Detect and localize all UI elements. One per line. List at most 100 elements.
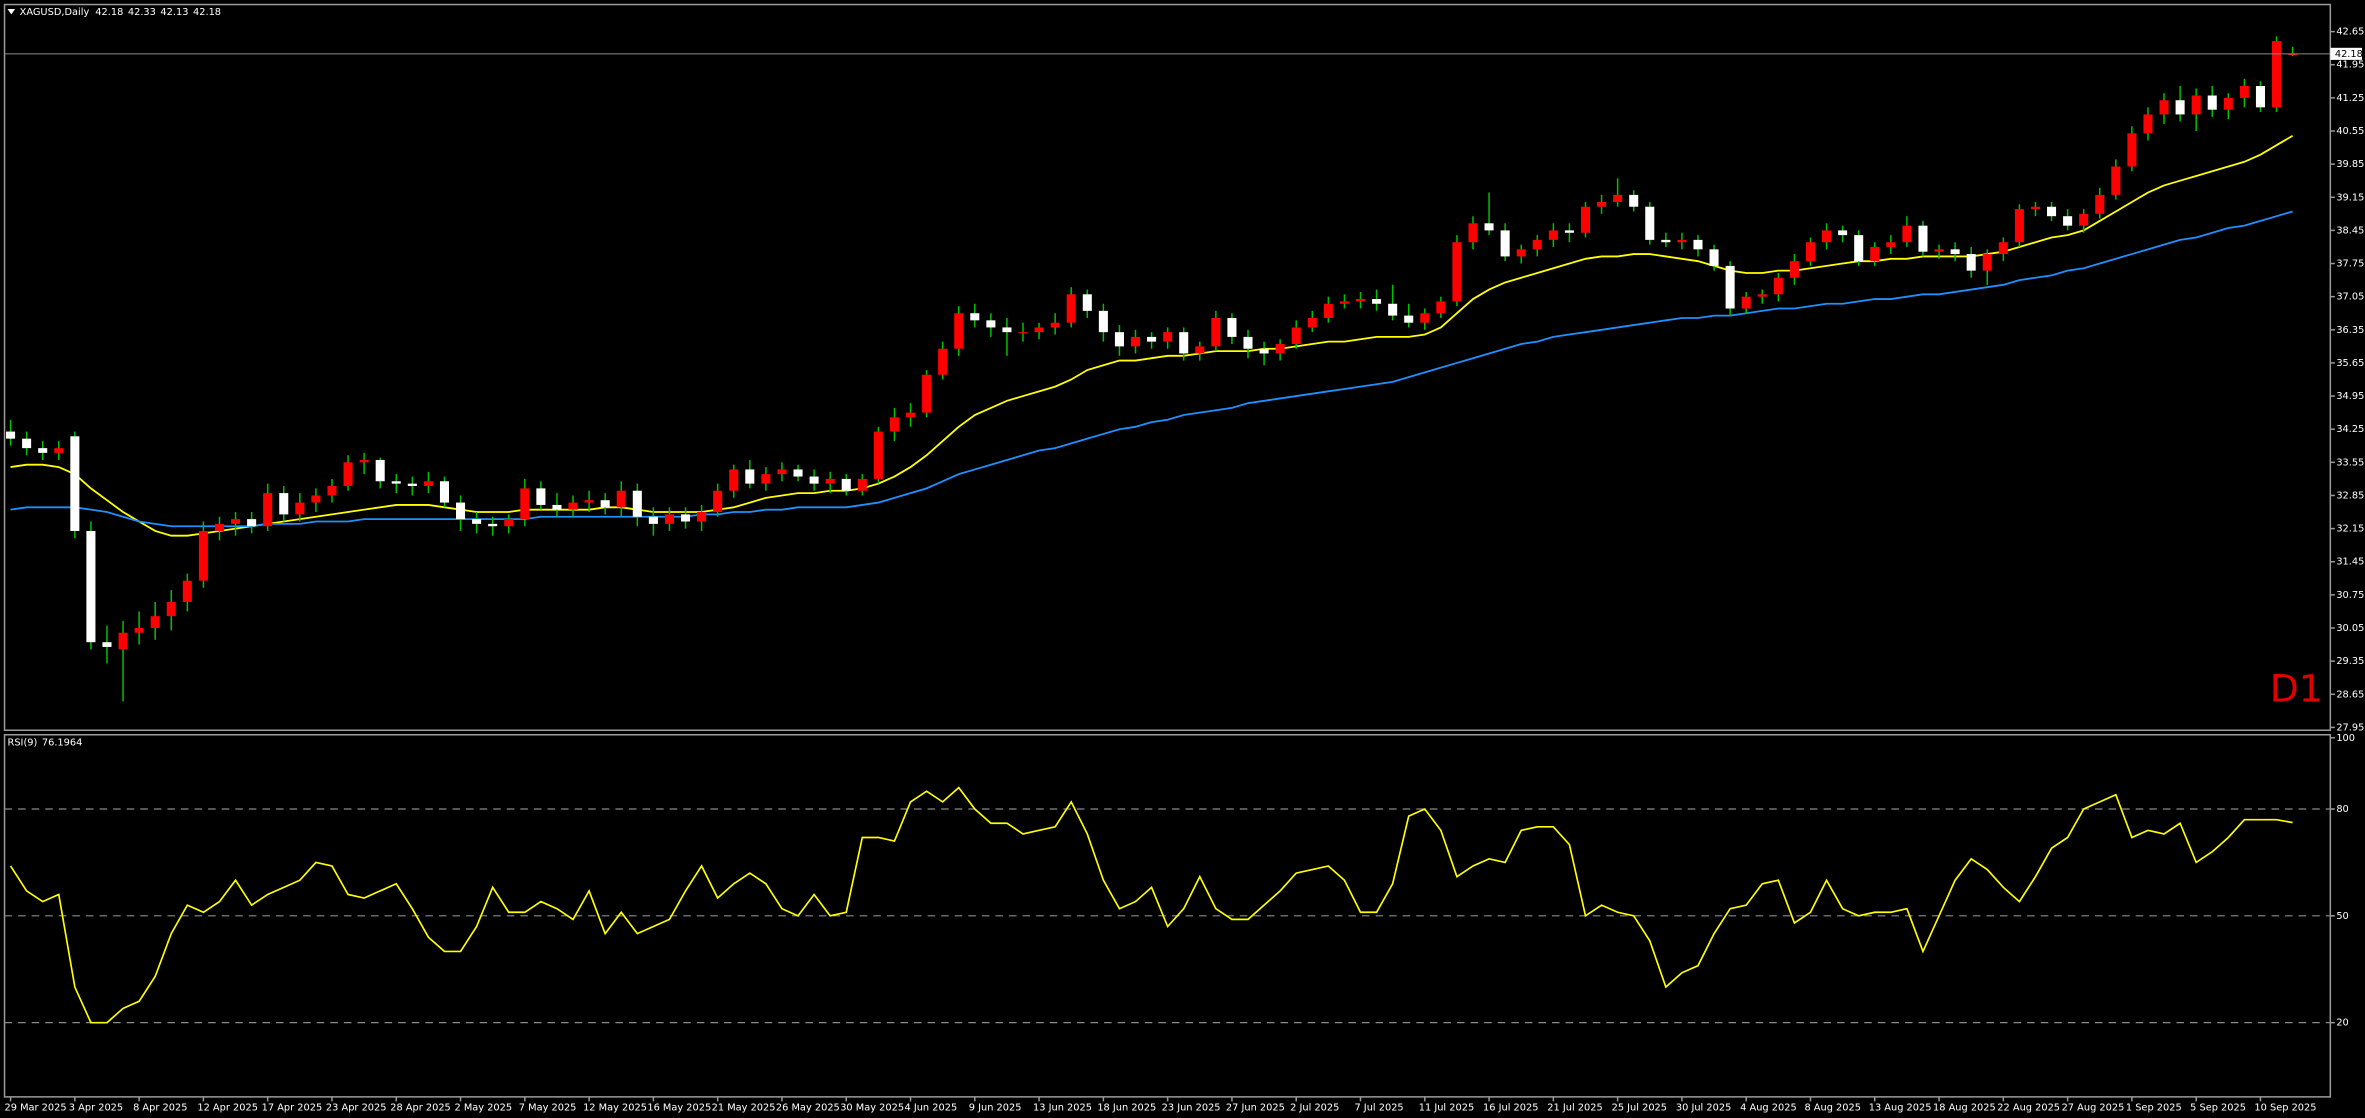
candle-body [1725,265,1735,309]
candle-body [118,632,128,650]
x-tick-label: 7 May 2025 [519,1102,577,1113]
candle-body [1163,332,1173,342]
candle-body [729,469,739,491]
y-tick-label: 33.55 [2336,457,2364,468]
y-tick-label: 34.95 [2336,391,2364,402]
x-tick-label: 12 May 2025 [583,1102,647,1113]
candle-body [873,431,883,479]
candle-body [2239,86,2249,98]
x-tick-label: 4 Jun 2025 [904,1102,957,1113]
x-tick-label: 16 May 2025 [647,1102,711,1113]
candle-body [1066,294,1076,323]
candle-body [1372,299,1382,304]
low-value: 42.13 [160,7,188,18]
candle-body [198,530,208,581]
candle-body [1484,223,1494,231]
candle-body [1870,246,1880,262]
x-tick-label: 9 Jun 2025 [969,1102,1022,1113]
candle-body [1532,239,1542,250]
candle-body [1838,230,1848,236]
candle-body [1195,346,1205,354]
candle-body [970,313,980,321]
candle-body [1580,206,1591,233]
candle-body [150,616,160,629]
x-tick-label: 8 Apr 2025 [133,1102,187,1113]
candle-body [793,469,803,477]
candle-body [1404,315,1414,323]
candle-body [1355,299,1366,302]
candle-body [1500,230,1510,257]
candle-body [648,516,658,524]
candle-body [697,512,707,522]
x-tick-label: 4 Aug 2025 [1740,1102,1797,1113]
candle-body [713,490,723,513]
candle-body [279,493,289,515]
candle-body [1693,239,1703,250]
candle-body [1227,317,1237,337]
candle-body [214,523,225,531]
candle-body [1259,348,1269,354]
candle-body [2047,206,2057,217]
x-tick-label: 30 May 2025 [840,1102,904,1113]
x-tick-label: 27 Aug 2025 [2062,1102,2125,1113]
symbol: XAGUSD,Daily [20,7,90,18]
y-tick-label: 31.45 [2336,557,2364,568]
x-tick-label: 26 May 2025 [776,1102,840,1113]
candle-body [2159,100,2169,115]
x-tick-label: 29 Mar 2025 [5,1102,67,1113]
x-tick-label: 25 Jul 2025 [1612,1102,1667,1113]
candle-body [456,502,466,520]
candle-body [134,628,144,633]
x-tick-label: 11 Jul 2025 [1419,1102,1474,1113]
candle-body [922,374,932,413]
candle-body [504,519,514,527]
candle-body [938,348,948,375]
candle-body [1468,223,1478,243]
price-header: XAGUSD,Daily 42.18 42.33 42.13 42.18 [20,7,221,18]
x-tick-label: 28 Apr 2025 [390,1102,451,1113]
y-tick-label: 41.95 [2336,60,2364,71]
candle-body [1420,313,1430,323]
y-tick-label: 80 [2336,804,2348,815]
candle-body [552,504,562,510]
candle-body [247,519,257,527]
candle-body [2111,166,2121,195]
y-tick-label: 28.65 [2336,689,2364,700]
candle-body [777,469,787,475]
x-tick-label: 23 Apr 2025 [326,1102,387,1113]
candle-body [1388,303,1398,316]
candle-body [841,478,851,491]
candle-body [1966,254,1976,271]
candle-body [1597,201,1607,207]
candle-body [407,483,417,487]
candle-body [2030,206,2040,210]
candle-body [2191,95,2201,115]
price-pane-frame [3,3,2332,731]
candle-body [1661,239,1671,243]
x-tick-label: 5 Sep 2025 [2190,1102,2246,1113]
candle-body [1934,249,1944,252]
candle-body [1709,249,1719,266]
candle-body [86,530,96,643]
candle-body [632,490,642,517]
y-tick-label: 20 [2336,1018,2348,1029]
y-tick-label: 100 [2336,733,2355,744]
candle-body [2063,216,2073,226]
candle-body [1002,327,1012,333]
y-tick-label: 40.55 [2336,126,2364,137]
candle-body [1613,194,1623,202]
candle-body [2014,209,2024,243]
candle-body [375,459,385,482]
x-tick-label: 13 Aug 2025 [1869,1102,1932,1113]
x-tick-label: 8 Aug 2025 [1804,1102,1861,1113]
candle-body [2143,114,2153,134]
candle-body [1275,344,1285,354]
candle-body [809,476,819,484]
candle-body [38,448,48,453]
candle-body [1050,322,1060,328]
x-tick-label: 2 May 2025 [455,1102,513,1113]
x-tick-label: 18 Jun 2025 [1097,1102,1156,1113]
candle-body [1130,336,1141,347]
candle-body [520,488,530,520]
